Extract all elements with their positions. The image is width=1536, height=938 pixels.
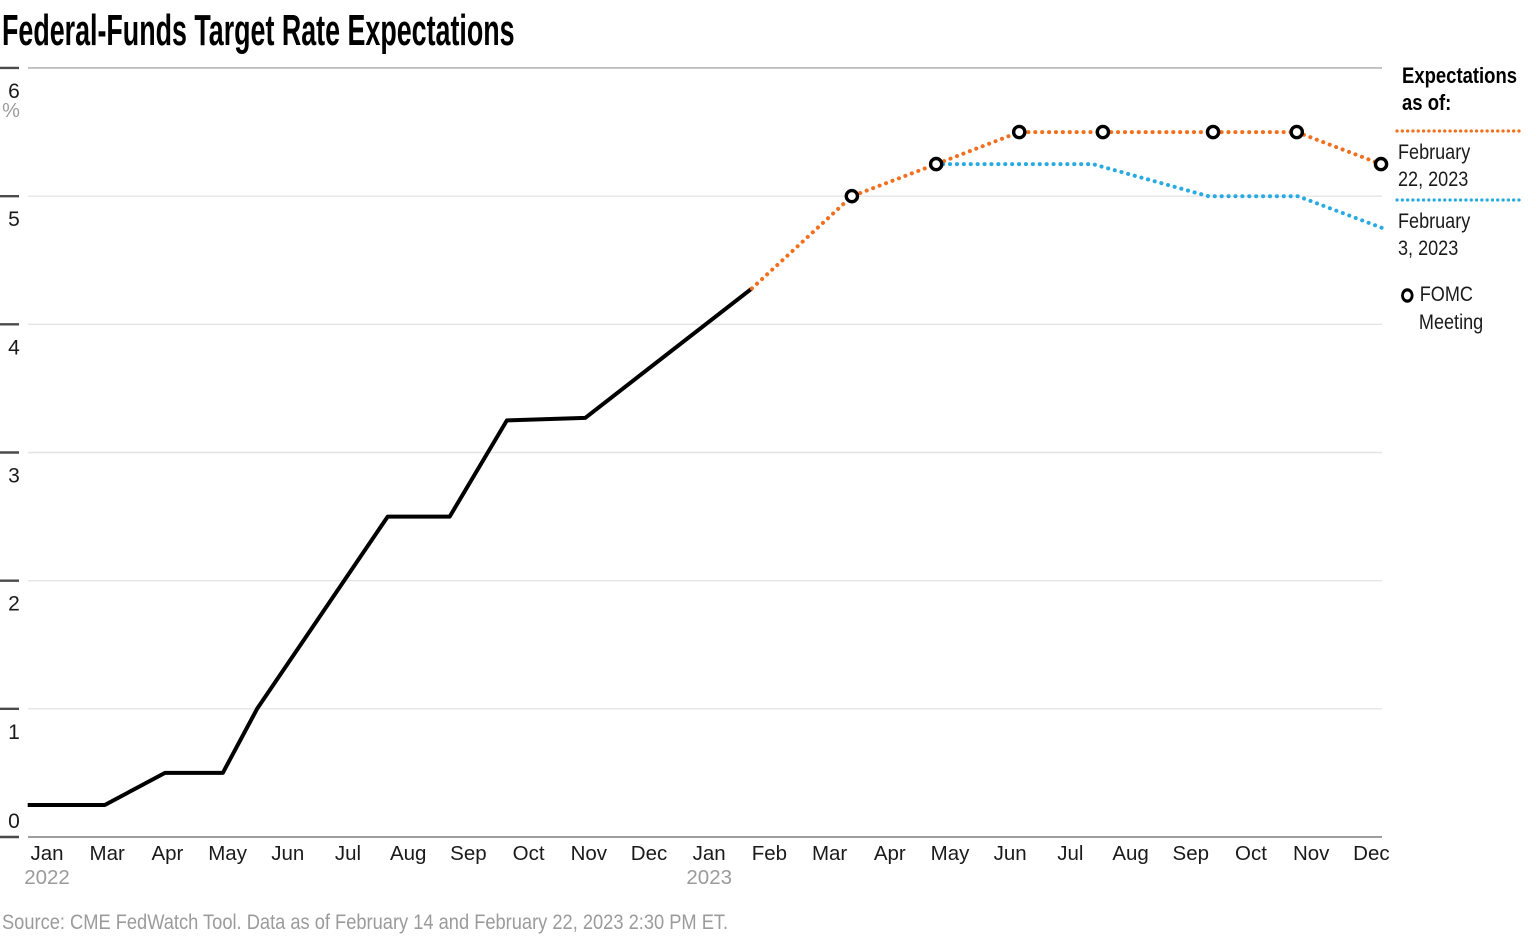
x-tick-label-0: Jan bbox=[30, 842, 63, 865]
y-ticks bbox=[0, 66, 19, 839]
x-year-label-2023: 2023 bbox=[686, 866, 732, 889]
x-tick-label-7: Sep bbox=[450, 842, 486, 865]
y-gridlines bbox=[28, 67, 1382, 838]
series-historical bbox=[27, 286, 754, 807]
legend-fomc-line1: FOMC bbox=[1419, 283, 1473, 306]
fomc-marker-0 bbox=[844, 188, 860, 204]
x-tick-label-12: Feb bbox=[752, 842, 787, 865]
x-tick-label-4: Jun bbox=[271, 842, 304, 865]
y-tick-label-2: 2 bbox=[8, 593, 20, 616]
x-tick-label-20: Oct bbox=[1235, 842, 1267, 865]
x-tick-label-19: Sep bbox=[1173, 842, 1209, 865]
x-tick-label-14: Apr bbox=[874, 842, 906, 865]
y-tick-label-0: 0 bbox=[8, 810, 20, 833]
x-tick-label-3: May bbox=[208, 842, 247, 865]
fomc-marker-5 bbox=[1289, 124, 1305, 140]
y-axis-labels: 0 1 2 3 4 5 6% bbox=[2, 80, 20, 833]
fomc-meeting-ring-icon bbox=[1401, 287, 1414, 303]
series-feb22 bbox=[749, 130, 1383, 291]
fomc-marker-2 bbox=[1011, 124, 1027, 140]
source-note: Source: CME FedWatch Tool. Data as of Fe… bbox=[2, 911, 729, 934]
y-tick-label-6: 6 bbox=[8, 80, 20, 103]
y-tick-label-1: 1 bbox=[8, 721, 20, 744]
x-tick-label-22: Dec bbox=[1353, 842, 1389, 865]
fomc-marker-4 bbox=[1205, 124, 1221, 140]
legend-entry-feb3: February 3, 2023 bbox=[1398, 208, 1470, 262]
fomc-marker-1 bbox=[928, 156, 944, 172]
legend-entry-feb22: February 22, 2023 bbox=[1398, 139, 1470, 193]
x-tick-label-5: Jul bbox=[335, 842, 361, 865]
legend-heading-line2: as of: bbox=[1402, 90, 1452, 115]
legend-feb22-line1: February bbox=[1398, 141, 1471, 164]
chart-legend: Expectations as of: February 22, 2023 Fe… bbox=[1392, 0, 1536, 938]
x-tick-label-16: Jun bbox=[994, 842, 1027, 865]
legend-feb3-line1: February bbox=[1398, 210, 1471, 233]
legend-heading: Expectations as of: bbox=[1402, 62, 1517, 116]
x-tick-label-17: Jul bbox=[1057, 842, 1083, 865]
legend-feb3-line2: 3, 2023 bbox=[1398, 237, 1459, 260]
legend-feb22-line2: 22, 2023 bbox=[1398, 168, 1469, 191]
x-tick-label-8: Oct bbox=[513, 842, 545, 865]
y-tick-label-5: 5 bbox=[8, 208, 20, 231]
fomc-marker-3 bbox=[1095, 124, 1111, 140]
x-tick-label-18: Aug bbox=[1112, 842, 1148, 865]
legend-heading-line1: Expectations bbox=[1402, 63, 1518, 88]
x-tick-label-11: Jan bbox=[693, 842, 726, 865]
x-tick-label-1: Mar bbox=[90, 842, 125, 865]
y-tick-label-4: 4 bbox=[8, 336, 20, 359]
x-tick-label-10: Dec bbox=[631, 842, 667, 865]
series-feb3 bbox=[934, 162, 1385, 231]
x-tick-label-9: Nov bbox=[571, 842, 608, 865]
x-tick-label-21: Nov bbox=[1293, 842, 1330, 865]
legend-swatches bbox=[1395, 129, 1522, 202]
x-tick-label-6: Aug bbox=[390, 842, 426, 865]
x-axis-labels: Jan Mar Apr May Jun Jul Aug Sep Oct Nov Dec Jan Feb M… bbox=[24, 842, 1389, 889]
x-tick-label-2: Apr bbox=[151, 842, 183, 865]
y-tick-label-3: 3 bbox=[8, 464, 20, 487]
legend-fomc-line2: Meeting bbox=[1418, 311, 1484, 334]
x-year-label-2022: 2022 bbox=[24, 866, 70, 889]
y-axis-unit-label: % bbox=[2, 100, 20, 122]
legend-entry-fomc: FOMC Meeting bbox=[1400, 281, 1483, 337]
fomc-marker-6 bbox=[1373, 156, 1389, 172]
x-tick-label-13: Mar bbox=[812, 842, 847, 865]
fomc-markers bbox=[844, 124, 1389, 204]
x-tick-label-15: May bbox=[931, 842, 970, 865]
chart-title: Federal-Funds Target Rate Expectations bbox=[2, 6, 515, 55]
